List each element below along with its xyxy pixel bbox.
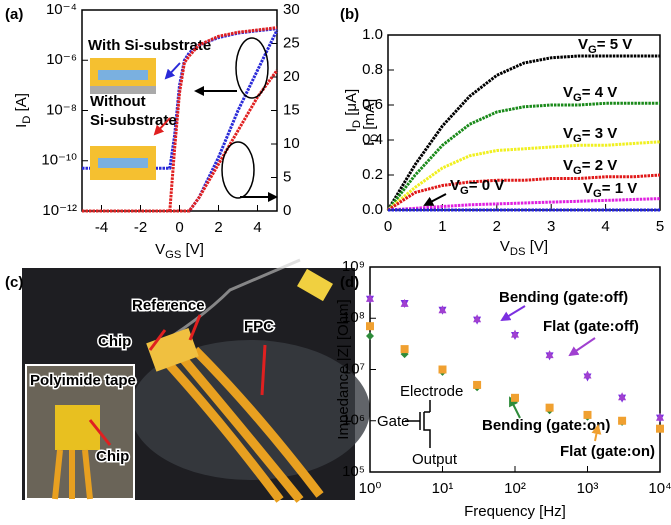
series-marker [439, 305, 447, 313]
series-marker [584, 411, 592, 419]
label-arrow [570, 338, 595, 355]
x-tick-label: 10⁴ [648, 480, 671, 497]
y-tick-label: 10⁻⁸ [46, 101, 77, 118]
y-tick-label: 10⁹ [342, 258, 365, 275]
series-label: VG= 0 V [450, 177, 504, 197]
guide-ellipse [222, 142, 254, 198]
y-tick-label: 0.2 [362, 166, 383, 183]
label-arrow [425, 194, 446, 205]
series-marker [618, 417, 626, 425]
y-tick-label: 10⁻¹⁰ [41, 152, 77, 169]
x-tick-label: 10¹ [432, 480, 454, 497]
x-tick-label: 0 [175, 219, 183, 236]
y2-tick-label: 10 [283, 135, 300, 152]
inset-label: Electrode [400, 383, 463, 400]
x-tick-label: 4 [253, 219, 261, 236]
y-tick-label: 10⁻⁶ [46, 51, 77, 68]
x-tick-label: 3 [547, 218, 555, 235]
x-tick-label: -2 [134, 219, 147, 236]
photo-label: FPC [244, 318, 274, 335]
series-label: Bending (gate:on) [482, 417, 610, 434]
device-inset-layer [98, 158, 148, 168]
series-label: VG= 2 V [563, 157, 617, 177]
series-marker [511, 394, 519, 402]
y-tick-label: 10⁵ [342, 463, 365, 480]
chart-panel: -4 -2 0 2 4 10⁻¹² 10⁻¹⁰ 10⁻⁸ 10⁻⁶ 10⁻⁴ 0 5 10 15 20 25 3… [5, 1, 363, 261]
y2-axis-label: ID [μA] [343, 89, 363, 132]
x-tick-label: 10² [504, 480, 526, 497]
series-marker [366, 322, 374, 330]
series-label: Flat (gate:off) [543, 318, 639, 335]
panel-label: (a) [5, 6, 23, 23]
x-tick-label: 4 [601, 218, 609, 235]
y-axis-label: Impedance |Z| [Ohm] [335, 299, 352, 439]
x-tick-label: 5 [656, 218, 664, 235]
x-tick-label: 2 [493, 218, 501, 235]
x-axis-label: VDS [V] [500, 238, 548, 258]
device-inset-layer [98, 70, 148, 80]
y-tick-label: 10⁻⁴ [46, 1, 77, 18]
series-marker [366, 332, 374, 340]
x-tick-label: 10⁰ [359, 480, 382, 497]
figure: (c) Reference Chip FPC Polyimide tape Ch… [0, 0, 671, 525]
photo-label: Chip [98, 333, 131, 350]
y-axis-label: ID [A] [13, 93, 33, 128]
photo-label: Reference [132, 297, 205, 314]
y-tick-label: 10⁻¹² [42, 202, 77, 219]
panel-label: (b) [340, 6, 359, 23]
y2-tick-label: 25 [283, 34, 300, 51]
series-label: VG= 3 V [563, 125, 617, 145]
panel-label: (d) [340, 274, 359, 291]
chart-panel: 10⁰10¹10²10³10⁴10⁵10⁶10⁷10⁸10⁹Frequency … [335, 258, 671, 520]
series-marker [401, 345, 409, 353]
y2-tick-label: 5 [283, 168, 291, 185]
series-marker [546, 404, 554, 412]
x-axis-label: Frequency [Hz] [464, 503, 566, 520]
series-marker [439, 366, 447, 374]
series-label: VG= 1 V [583, 180, 637, 200]
y-tick-label: 1.0 [362, 26, 383, 43]
series-label: VG= 4 V [563, 84, 617, 104]
x-tick-label: 2 [214, 219, 222, 236]
label-arrow [502, 306, 525, 320]
photo-inset-tape [55, 405, 100, 450]
guide-ellipse [236, 38, 268, 98]
x-axis-label: VGS [V] [155, 241, 204, 261]
y2-tick-label: 20 [283, 68, 300, 85]
series-label: VG= 5 V [578, 36, 632, 56]
y-tick-label: 0.8 [362, 61, 383, 78]
y-tick-label: 0.0 [362, 201, 383, 218]
y2-tick-label: 30 [283, 1, 300, 18]
series-marker [656, 425, 664, 433]
series-label: Bending (gate:off) [499, 289, 628, 306]
series-label: Flat (gate:on) [560, 443, 655, 460]
inset-label: Gate [377, 413, 410, 430]
y2-tick-label: 15 [283, 101, 300, 118]
photo-inset-label: Chip [96, 448, 129, 465]
x-tick-label: 1 [438, 218, 446, 235]
photo-panel: (c) Reference Chip FPC Polyimide tape Ch… [5, 260, 370, 500]
x-tick-label: -4 [95, 219, 108, 236]
series-marker [473, 381, 481, 389]
inset-label: Output [412, 451, 458, 468]
photo-inset-label: Polyimide tape [30, 372, 136, 389]
panel-label: (c) [5, 274, 23, 291]
device-inset-substrate [90, 86, 156, 94]
y2-tick-label: 0 [283, 202, 291, 219]
x-tick-label: 10³ [577, 480, 599, 497]
label-arrow [166, 63, 180, 78]
series-line [388, 199, 660, 210]
x-tick-label: 0 [384, 218, 392, 235]
